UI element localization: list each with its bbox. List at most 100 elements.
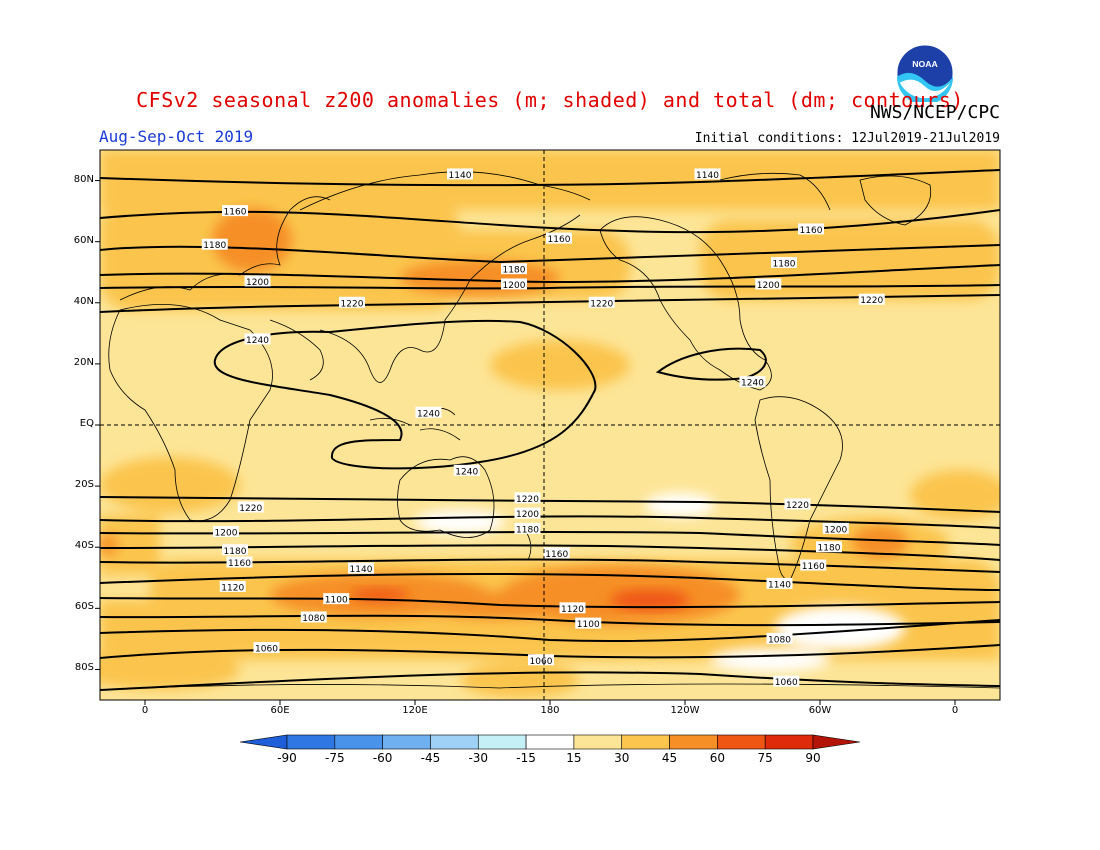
colorbar-tick-label: 75: [757, 751, 773, 765]
contour-label: 1200: [244, 275, 271, 288]
colorbar-tick-label: 30: [614, 751, 630, 765]
contour-label: 1160: [798, 223, 824, 236]
chart-title: CFSv2 seasonal z200 anomalies (m; shaded…: [136, 88, 964, 112]
organization-label: NWS/NCEP/CPC: [869, 102, 1000, 123]
svg-text:1080: 1080: [768, 635, 791, 645]
contour-label: 1180: [514, 522, 541, 535]
colorbar-tick-label: -90: [277, 751, 297, 765]
svg-text:1080: 1080: [302, 614, 325, 624]
svg-text:1140: 1140: [696, 171, 719, 181]
svg-text:1120: 1120: [561, 605, 584, 615]
svg-text:1160: 1160: [545, 550, 568, 560]
contour-label: 1080: [766, 632, 793, 645]
colorbar-swatch: [477, 734, 527, 750]
contour-label: 1120: [219, 580, 246, 593]
svg-text:1240: 1240: [741, 379, 764, 389]
svg-text:1180: 1180: [203, 241, 226, 251]
svg-text:1220: 1220: [341, 299, 364, 309]
svg-text:1180: 1180: [818, 544, 841, 554]
contour-label: 1240: [415, 406, 442, 419]
contour-label: 1220: [339, 296, 365, 309]
colorbar-tick-label: 60: [709, 751, 725, 765]
svg-text:1100: 1100: [325, 596, 348, 606]
svg-text:1060: 1060: [530, 657, 553, 667]
contour-label-group: 1140 1140 1160 1160 1160 1180 1180 1180 1200 1200…: [201, 168, 885, 688]
lon-label: 60W: [808, 705, 832, 716]
colorbar-swatch: [669, 734, 718, 750]
contour-label: 1200: [514, 507, 541, 520]
contour-label: 1060: [528, 654, 554, 667]
lon-label: 120E: [402, 705, 428, 716]
svg-text:1200: 1200: [516, 510, 539, 520]
lat-label: 20N: [73, 356, 94, 368]
contour-label: 1060: [773, 675, 800, 688]
colorbar-swatch: [286, 734, 336, 750]
svg-text:1160: 1160: [800, 226, 823, 236]
colorbar-tick-label: 15: [566, 751, 582, 765]
svg-text:1140: 1140: [449, 171, 472, 181]
svg-text:1060: 1060: [255, 645, 278, 655]
colorbar-tick-label: -75: [325, 751, 345, 765]
svg-text:1240: 1240: [417, 409, 440, 419]
contour-label: 1100: [323, 593, 350, 606]
contour-label: 1100: [575, 617, 602, 630]
lon-label: 180: [540, 705, 560, 716]
svg-text:1220: 1220: [516, 495, 539, 505]
colorbar-swatch: [717, 734, 766, 750]
svg-text:1240: 1240: [455, 467, 478, 477]
colorbar-swatch: [525, 734, 575, 750]
svg-text:1200: 1200: [246, 278, 269, 288]
colorbar-tick-label: 90: [805, 751, 821, 765]
contour-label: 1240: [453, 464, 480, 477]
svg-text:1180: 1180: [224, 547, 247, 557]
colorbar-low-arrow: [239, 734, 288, 750]
contour-label: 1120: [559, 602, 586, 615]
lat-label: EQ: [79, 418, 94, 429]
contour-label: 1200: [822, 522, 849, 535]
contour-label: 1220: [237, 501, 264, 514]
svg-text:1180: 1180: [516, 525, 539, 535]
contour-label: 1220: [514, 492, 541, 505]
colorbar-tick-label: 45: [661, 751, 678, 765]
contour-label: 1200: [755, 278, 782, 291]
contour-label: 1180: [816, 541, 842, 554]
svg-text:1140: 1140: [768, 580, 791, 590]
lon-label: 60E: [270, 705, 290, 716]
contour-label: 1180: [222, 544, 248, 557]
contour-label: 1200: [213, 525, 239, 538]
lat-label: 80S: [74, 662, 94, 674]
colorbar-tick-label: -15: [516, 751, 536, 765]
svg-text:1220: 1220: [786, 501, 809, 511]
lat-label: 80N: [73, 173, 94, 185]
lat-label: 20S: [74, 479, 94, 491]
lat-label: 40N: [73, 295, 94, 307]
colorbar-tick-label: -60: [372, 751, 393, 765]
svg-text:1180: 1180: [773, 260, 796, 270]
colorbar-tick-label: -45: [420, 751, 441, 765]
svg-text:1200: 1200: [824, 525, 847, 535]
lat-label: 60S: [74, 601, 94, 613]
lat-label: 40S: [74, 540, 94, 552]
svg-text:1180: 1180: [503, 266, 526, 276]
initial-conditions: Initial conditions: 12Jul2019-21Jul2019: [694, 131, 1000, 146]
svg-text:1160: 1160: [548, 235, 571, 245]
svg-text:1140: 1140: [350, 565, 373, 575]
svg-text:1060: 1060: [775, 678, 798, 688]
contour-label: 1180: [201, 238, 228, 251]
colorbar-tick-label: -30: [468, 751, 489, 765]
axis-ticks: [95, 180, 956, 705]
lon-label: 0: [141, 705, 149, 716]
contour-label: 1240: [244, 333, 271, 346]
svg-text:1220: 1220: [860, 296, 883, 306]
forecast-period: Aug-Sep-Oct 2019: [99, 127, 254, 146]
svg-text:1160: 1160: [228, 559, 251, 569]
contour-label: 1160: [222, 205, 248, 218]
contour-label: 1160: [546, 232, 572, 245]
svg-text:1160: 1160: [224, 208, 247, 218]
contour-label: 1140: [766, 577, 793, 590]
contour-label: 1240: [739, 376, 766, 389]
svg-text:1160: 1160: [802, 562, 825, 572]
contour-label: 1220: [784, 498, 811, 511]
svg-text:1200: 1200: [215, 528, 238, 538]
